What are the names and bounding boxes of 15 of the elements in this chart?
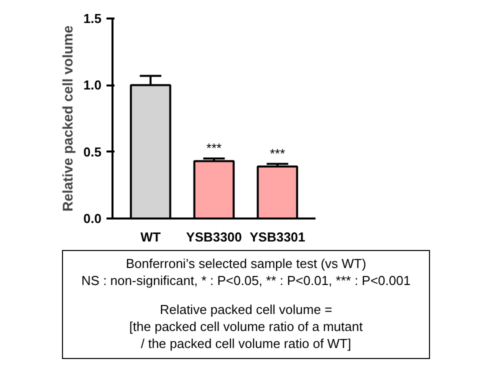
text: Bonferroni’s selected sample test (vs WT) [124, 255, 368, 272]
y-tick-label: 0.0 [83, 211, 102, 226]
y-tick-label: 1.0 [83, 78, 102, 93]
annotation: *** [206, 140, 222, 156]
x-tick-label: WT [140, 230, 161, 244]
x-tick-label: YSB3301 [250, 230, 306, 244]
text: [the packed cell volume ratio of a mutant [128, 318, 364, 335]
y-tick-label: 0.5 [83, 144, 102, 160]
text: / the packed cell volume ratio of WT] [140, 335, 352, 352]
y-axis-title: Relative packed cell volume [59, 25, 76, 212]
text: Relative packed cell volume = [158, 301, 334, 318]
x-tick-label: YSB3300 [186, 230, 242, 244]
y-tick-label: 1.5 [83, 11, 102, 26]
annotation: *** [270, 146, 286, 161]
text: NS : non-significant, * : P<0.05, ** : P<0.01, *** : P<0.001 [80, 272, 412, 289]
